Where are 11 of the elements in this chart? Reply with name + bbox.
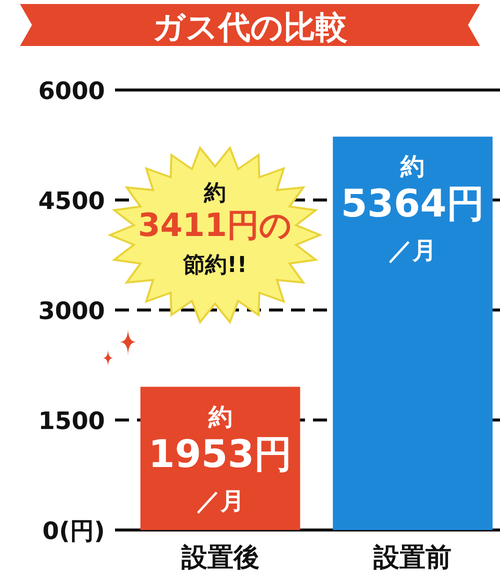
data-label: 約5364円／月 bbox=[340, 152, 485, 265]
chart-title: ガス代の比較 bbox=[152, 8, 348, 46]
y-tick-label: 6000 bbox=[38, 77, 105, 105]
x-tick-label: 設置前 bbox=[372, 543, 452, 573]
y-tick-label: 0(円) bbox=[42, 517, 105, 545]
x-tick-label: 設置後 bbox=[180, 543, 260, 573]
data-label: 約1953円／月 bbox=[148, 402, 292, 515]
y-tick-label: 3000 bbox=[38, 297, 105, 325]
annotation: 約3411円の節約!! bbox=[138, 181, 292, 278]
y-tick-label: 1500 bbox=[38, 407, 105, 435]
y-tick-label: 4500 bbox=[38, 187, 105, 215]
